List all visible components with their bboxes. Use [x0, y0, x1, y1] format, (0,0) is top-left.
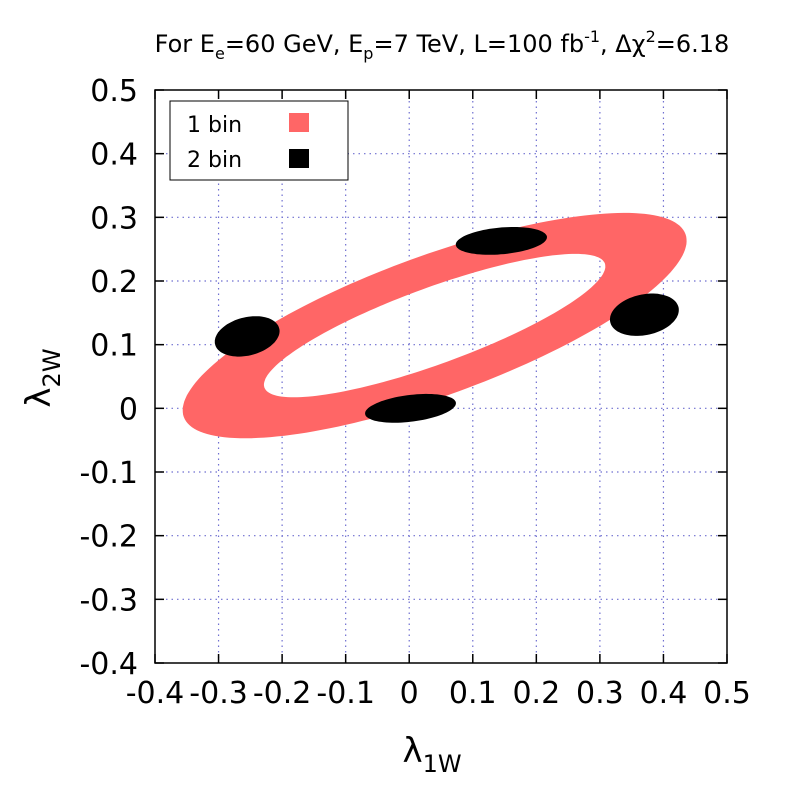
y-tick-label: 0.5 — [90, 74, 138, 109]
region-2bin-blob-2 — [455, 227, 547, 255]
region-1bin — [182, 212, 687, 439]
x-tick-label: 0.3 — [576, 676, 624, 711]
legend-label-2bin: 2 bin — [187, 148, 242, 173]
x-tick-label: 0 — [400, 676, 419, 711]
x-tick-label: 0.2 — [512, 676, 560, 711]
plot-frame — [154, 89, 728, 664]
y-tick-label: -0.4 — [79, 647, 138, 682]
region-2bin-blob-4 — [365, 393, 456, 423]
y-axis-title: λ2W — [19, 348, 66, 407]
x-tick-label: 0.5 — [703, 676, 751, 711]
legend-swatch-1bin — [289, 113, 309, 132]
y-tick-label: 0.1 — [90, 329, 138, 364]
y-tick-label: 0.2 — [90, 265, 138, 300]
legend-box — [169, 100, 349, 181]
legend-label-1bin: 1 bin — [187, 113, 242, 138]
x-tick-label: -0.2 — [253, 676, 312, 711]
legend-swatch-2bin — [289, 149, 309, 168]
x-axis-title: λ1W — [402, 731, 461, 778]
x-tick-label: 0.1 — [449, 676, 497, 711]
region-2bin-blob-1 — [214, 316, 280, 357]
plot-area — [182, 212, 687, 439]
axis-ticks: -0.4 -0.3 -0.2 -0.1 0 0.1 0.2 0.3 0.4 0.5-0.4-0.3… — [79, 74, 750, 711]
x-tick-label: -0.4 — [126, 676, 185, 711]
region-2bin-blob-3 — [609, 293, 679, 336]
y-tick-label: 0.3 — [90, 201, 138, 236]
x-tick-label: -0.1 — [316, 676, 375, 711]
chart-title: For Ee=60 GeV, Ep=7 TeV, L=100 fb-1, Δχ2… — [155, 27, 730, 63]
x-tick-label: -0.3 — [189, 676, 248, 711]
y-tick-label: -0.1 — [79, 456, 138, 491]
legend: 1 bin 2 bin — [169, 100, 349, 181]
x-tick-label: 0.4 — [640, 676, 688, 711]
y-tick-label: -0.2 — [79, 520, 138, 555]
y-tick-label: 0 — [119, 392, 138, 427]
y-tick-label: -0.3 — [79, 583, 138, 618]
y-tick-label: 0.4 — [90, 138, 138, 173]
